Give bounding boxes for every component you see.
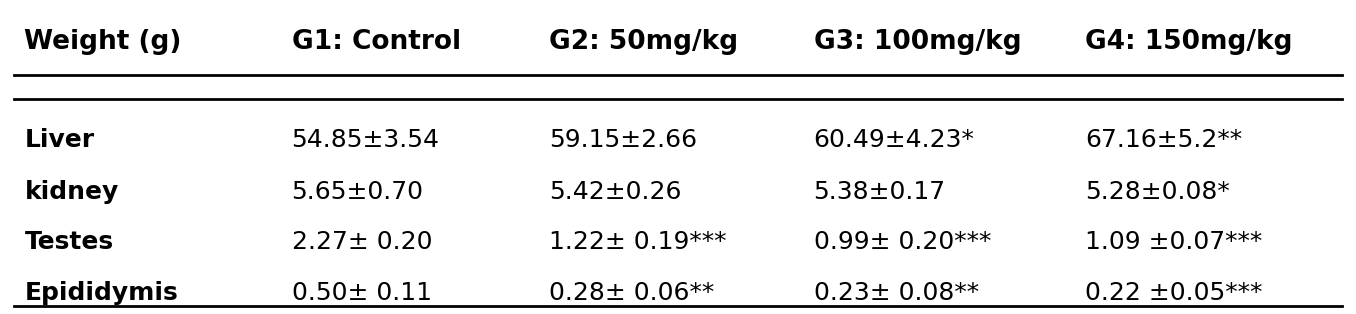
Text: G1: Control: G1: Control: [292, 30, 461, 55]
Text: 5.65±0.70: 5.65±0.70: [292, 180, 423, 203]
Text: 0.23± 0.08**: 0.23± 0.08**: [814, 281, 979, 305]
Text: G4: 150mg/kg: G4: 150mg/kg: [1085, 30, 1292, 55]
Text: 5.38±0.17: 5.38±0.17: [814, 180, 945, 203]
Text: G2: 50mg/kg: G2: 50mg/kg: [549, 30, 738, 55]
Text: 0.50± 0.11: 0.50± 0.11: [292, 281, 431, 305]
Text: Liver: Liver: [24, 128, 95, 152]
Text: Testes: Testes: [24, 230, 114, 254]
Text: 2.27± 0.20: 2.27± 0.20: [292, 230, 433, 254]
Text: Weight (g): Weight (g): [24, 30, 182, 55]
Text: 1.22± 0.19***: 1.22± 0.19***: [549, 230, 727, 254]
Text: 0.22 ±0.05***: 0.22 ±0.05***: [1085, 281, 1262, 305]
Text: 1.09 ±0.07***: 1.09 ±0.07***: [1085, 230, 1262, 254]
Text: 0.28± 0.06**: 0.28± 0.06**: [549, 281, 715, 305]
Text: 0.99± 0.20***: 0.99± 0.20***: [814, 230, 991, 254]
Text: 5.42±0.26: 5.42±0.26: [549, 180, 682, 203]
Text: 67.16±5.2**: 67.16±5.2**: [1085, 128, 1242, 152]
Text: 60.49±4.23*: 60.49±4.23*: [814, 128, 975, 152]
Text: 54.85±3.54: 54.85±3.54: [292, 128, 439, 152]
Text: 5.28±0.08*: 5.28±0.08*: [1085, 180, 1230, 203]
Text: kidney: kidney: [24, 180, 119, 203]
Text: 59.15±2.66: 59.15±2.66: [549, 128, 697, 152]
Text: Epididymis: Epididymis: [24, 281, 178, 305]
Text: G3: 100mg/kg: G3: 100mg/kg: [814, 30, 1021, 55]
